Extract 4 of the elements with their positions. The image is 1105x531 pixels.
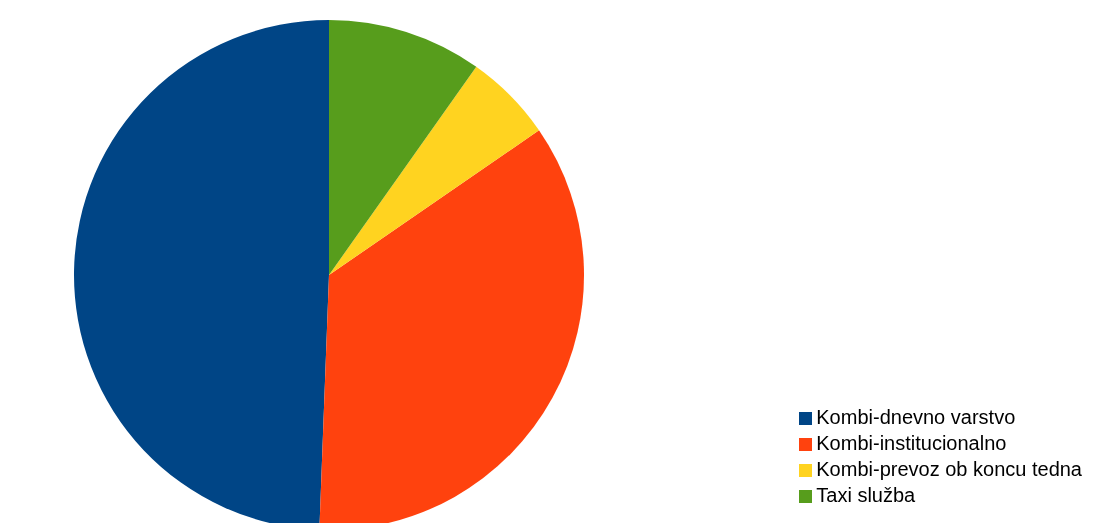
legend-label: Kombi-institucionalno — [816, 432, 1007, 454]
legend-label: Kombi-dnevno varstvo — [816, 406, 1016, 428]
legend-label: Taxi služba — [816, 484, 916, 506]
legend-label: Kombi-prevoz ob koncu tedna — [816, 458, 1082, 480]
